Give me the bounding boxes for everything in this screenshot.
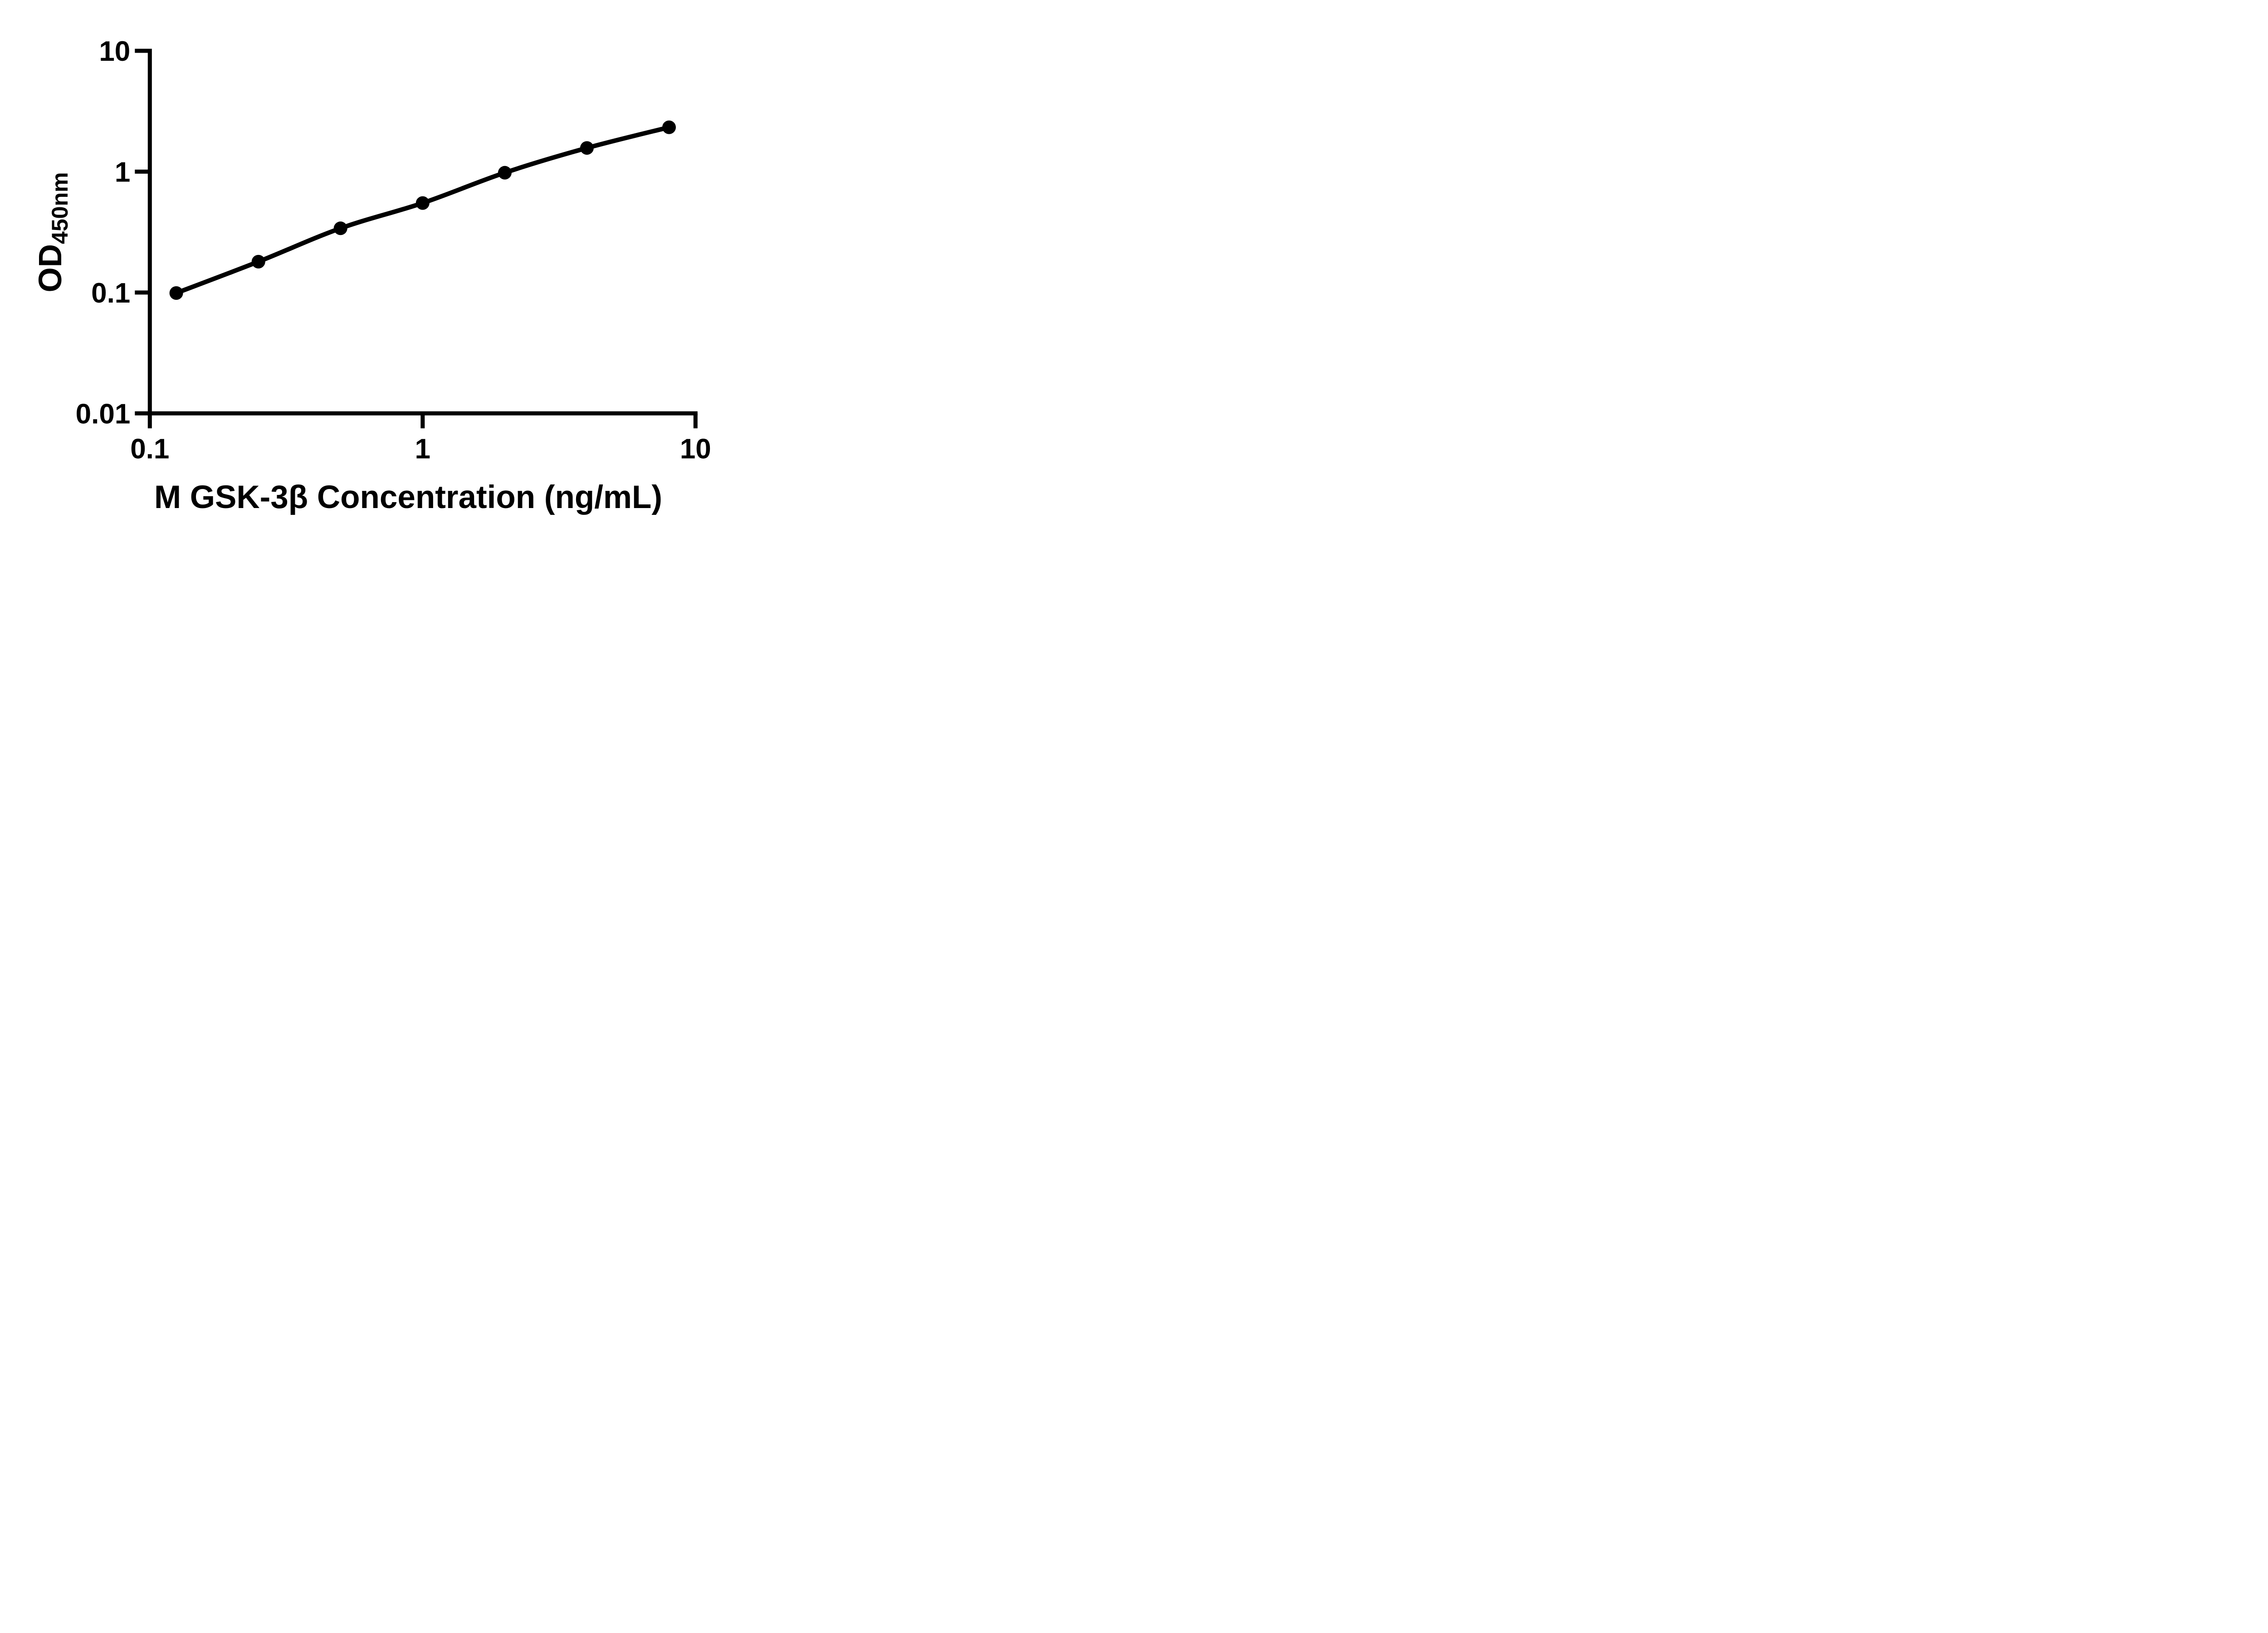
data-point	[251, 254, 265, 269]
x-axis-title: M GSK-3β Concentration (ng/mL)	[154, 479, 662, 515]
standard-curve-line	[174, 125, 671, 295]
axis-frame	[147, 49, 698, 416]
y-axis-title-main: OD	[33, 244, 68, 293]
data-point	[498, 166, 512, 180]
y-axis-title-subscript: 450nm	[47, 172, 73, 244]
data-point	[333, 221, 347, 235]
elisa-standard-curve-figure: 10 1 0.1 0.01 0.1 1 10 M GSK-3β Concentration …	[0, 0, 777, 544]
data-point	[169, 286, 183, 300]
data-points	[169, 120, 676, 300]
x-tick-label: 0.1	[130, 433, 169, 464]
y-tick-label: 0.1	[91, 278, 130, 309]
data-point	[415, 196, 430, 210]
data-point	[662, 120, 676, 134]
y-axis-title: OD450nm	[33, 172, 73, 293]
data-point	[580, 141, 594, 155]
y-tick-label: 0.01	[76, 398, 131, 430]
y-tick-label: 10	[99, 36, 130, 67]
y-tick-label: 1	[115, 156, 130, 188]
axis-ticks	[135, 49, 698, 429]
x-tick-label: 1	[415, 433, 430, 464]
x-tick-label: 10	[680, 433, 711, 464]
